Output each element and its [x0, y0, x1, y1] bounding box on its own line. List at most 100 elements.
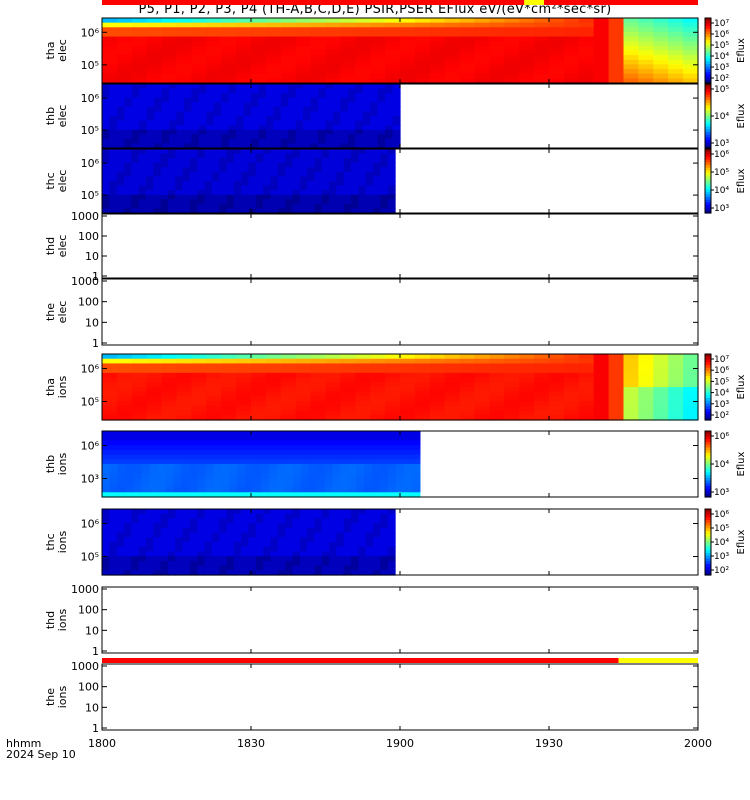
spectrogram-cell	[316, 473, 326, 479]
spectrogram-cell	[414, 73, 431, 79]
spectrogram-cell	[191, 125, 200, 131]
spectrogram-cell	[358, 185, 367, 191]
spectrogram-cell	[504, 372, 520, 379]
spectrogram-cell	[370, 120, 379, 126]
spectrogram-cell	[236, 50, 252, 56]
spectrogram-cell	[593, 377, 610, 383]
spectrogram-cell	[161, 73, 178, 79]
spectrogram-cell	[189, 454, 198, 460]
spectrogram-cell	[176, 84, 185, 90]
spectrogram-cell	[329, 149, 338, 155]
spectrogram-cell	[414, 377, 431, 383]
spectrogram-cell	[324, 454, 334, 460]
y-tick-label: 10³	[81, 473, 99, 486]
spectrogram-cell	[221, 459, 230, 465]
spectrogram-cell	[623, 22, 639, 28]
spectrogram-cell	[370, 106, 379, 113]
spectrogram-cell	[300, 440, 310, 446]
spectrogram-cell	[358, 537, 367, 543]
spectrogram-cell	[226, 158, 235, 164]
spectrogram-cell	[325, 102, 334, 108]
spectrogram-cell	[534, 59, 550, 66]
spectrogram-cell	[593, 363, 610, 369]
spectrogram-cell	[411, 468, 421, 475]
spectrogram-cell	[385, 31, 401, 38]
colorbar-tick-label: 10³	[714, 400, 729, 410]
spectrogram-cell	[252, 459, 262, 465]
spectrogram-cell	[336, 153, 345, 159]
spectrogram-cell	[329, 199, 338, 205]
spectrogram-cell	[167, 523, 176, 529]
spectrogram-cell	[489, 410, 505, 416]
spectrogram-cell	[173, 478, 183, 484]
spectrogram-cell	[123, 523, 132, 529]
spectrogram-cell	[219, 551, 228, 557]
spectrogram-cell	[161, 368, 178, 374]
spectrogram-cell	[198, 134, 207, 140]
spectrogram-cell	[392, 143, 401, 149]
spectrogram-cell	[123, 153, 132, 159]
spectrogram-cell	[191, 97, 200, 103]
colorbar-tick-label: 10⁴	[714, 186, 729, 196]
spectrogram-cell	[131, 565, 140, 571]
spectrogram-cell	[241, 551, 250, 557]
spectrogram-cell	[138, 542, 147, 548]
y-tick-label: 10	[85, 701, 99, 714]
spectrogram-cell	[146, 78, 163, 84]
spectrogram-cell	[314, 527, 323, 534]
spectrogram-cell	[387, 570, 396, 576]
spectrogram-cell	[176, 377, 192, 383]
spectrogram-cell	[280, 143, 289, 149]
spectrogram-cell	[387, 208, 396, 214]
spectrogram-cell	[124, 88, 133, 94]
spectrogram-cell	[504, 31, 520, 38]
spectrogram-cell	[329, 208, 338, 214]
spectrogram-cell	[299, 546, 308, 553]
spectrogram-cell	[160, 162, 169, 168]
spectrogram-cell	[197, 185, 206, 191]
spectrogram-cell	[549, 415, 565, 421]
spectrogram-cell	[288, 84, 297, 90]
spectrogram-cell	[182, 546, 191, 553]
spectrogram-cell	[668, 73, 684, 79]
spectrogram-cell	[125, 464, 135, 470]
spectrogram-cell	[197, 565, 206, 571]
spectrogram-cell	[197, 176, 206, 182]
spectrogram-cell	[325, 88, 334, 94]
spectrogram-cell	[358, 199, 367, 205]
spectrogram-cell	[403, 473, 413, 479]
spectrogram-cell	[252, 454, 262, 460]
spectrogram-cell	[683, 391, 699, 398]
spectrogram-cell	[638, 27, 654, 33]
spectrogram-cell	[549, 69, 565, 75]
spectrogram-cell	[310, 93, 319, 99]
spectrogram-cell	[146, 125, 155, 131]
date-label: 2024 Sep 10	[6, 748, 76, 761]
spectrogram-cell	[226, 153, 235, 159]
spectrogram-cell	[204, 185, 213, 191]
spectrogram-cell	[292, 199, 301, 205]
spectrogram-cell	[273, 143, 282, 149]
spectrogram-cell	[205, 459, 214, 465]
spectrogram-cell	[277, 158, 286, 164]
spectrogram-cell	[165, 431, 175, 437]
spectrogram-cell	[299, 194, 308, 200]
spectrogram-cell	[608, 391, 625, 398]
spectrogram-cell	[336, 176, 345, 182]
spectrogram-cell	[248, 556, 257, 562]
spectrogram-cell	[189, 194, 198, 200]
spectrogram-cell	[351, 523, 360, 529]
colorbar-cell	[705, 36, 711, 41]
spectrogram-cell	[380, 445, 389, 451]
spectrogram-cell	[213, 129, 222, 135]
spectrogram-cell	[248, 518, 257, 524]
spectrogram-cell	[273, 106, 282, 113]
spectrogram-cell	[236, 129, 245, 135]
colorbar-cell	[705, 533, 711, 538]
spectrogram-cell	[236, 363, 252, 369]
spectrogram-cell	[251, 143, 260, 149]
spectrogram-cell	[285, 523, 294, 529]
spectrogram-cell	[608, 387, 625, 393]
spectrogram-cell	[351, 551, 360, 557]
spectrogram-cell	[270, 158, 279, 164]
